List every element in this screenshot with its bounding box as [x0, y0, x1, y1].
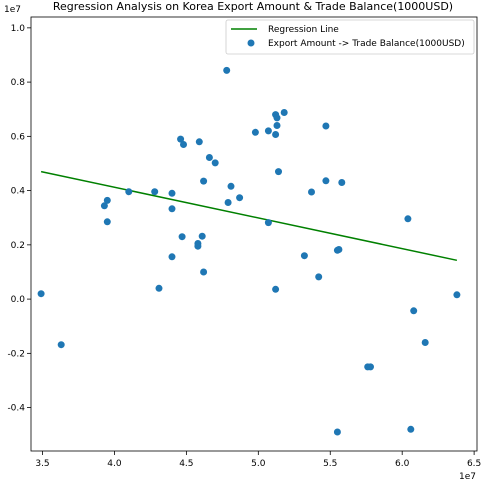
scatter-point-49 [410, 307, 417, 314]
scatter-point-29 [272, 131, 279, 138]
y-axis: -0.4 -0.2 0.0 0.2 0.4 0.6 0.8 1.0 [7, 24, 31, 414]
scatter-point-50 [422, 339, 429, 346]
scatter-point-19 [200, 269, 207, 276]
scatter-point-8 [169, 190, 176, 197]
scatter-point-33 [275, 168, 282, 175]
legend-dot-swatch [248, 40, 255, 47]
scatter-point-28 [265, 219, 272, 226]
x-tick-label: 4.5 [179, 459, 193, 469]
scatter-point-26 [252, 129, 259, 136]
y-tick-label: 0.0 [11, 295, 26, 305]
scatter-point-48 [407, 426, 414, 433]
plot-area-frame [31, 17, 477, 451]
scatter-point-1 [58, 341, 65, 348]
scatter-point-13 [180, 141, 187, 148]
scatter-point-51 [453, 291, 460, 298]
y-tick-label: 0.8 [11, 78, 26, 88]
scatter-point-0 [38, 290, 45, 297]
x-axis: 3.5 4.0 4.5 5.0 5.5 6.0 6.5 [35, 451, 481, 469]
x-tick-label: 4.0 [107, 459, 122, 469]
scatter-point-16 [196, 138, 203, 145]
y-tick-label: 0.4 [11, 187, 26, 197]
scatter-point-25 [236, 194, 243, 201]
scatter-point-18 [200, 178, 207, 185]
scatter-point-10 [169, 253, 176, 260]
scatter-point-32 [274, 122, 281, 129]
regression-line [41, 172, 457, 261]
x-tick-label: 6.5 [467, 459, 481, 469]
scatter-point-36 [301, 252, 308, 259]
scatter-point-3 [104, 197, 111, 204]
scatter-point-39 [322, 123, 329, 130]
scatter-point-38 [315, 273, 322, 280]
scatter-point-37 [308, 189, 315, 196]
scatter-point-35 [281, 109, 288, 116]
x-offset-label: 1e7 [459, 472, 476, 482]
x-tick-label: 5.5 [323, 459, 337, 469]
scatter-point-20 [206, 154, 213, 161]
x-tick-label: 3.5 [35, 459, 49, 469]
scatter-point-17 [199, 233, 206, 240]
scatter-point-24 [228, 183, 235, 190]
scatter-point-4 [104, 218, 111, 225]
scatter-point-47 [404, 215, 411, 222]
scatter-point-21 [212, 159, 219, 166]
scatter-point-5 [125, 188, 132, 195]
scatter-point-23 [225, 199, 232, 206]
scatter-point-9 [169, 205, 176, 212]
chart-title: Regression Analysis on Korea Export Amou… [53, 0, 453, 13]
scatter-point-12 [179, 233, 186, 240]
scatter-point-31 [274, 114, 281, 121]
scatter-point-42 [335, 246, 342, 253]
scatter-point-46 [367, 363, 374, 370]
scatter-point-44 [334, 429, 341, 436]
scatter-point-6 [151, 188, 158, 195]
y-tick-label: 1.0 [11, 24, 26, 34]
scatter-point-43 [338, 179, 345, 186]
scatter-point-40 [322, 177, 329, 184]
legend: Regression Line Export Amount -> Trade B… [226, 20, 474, 54]
scatter-point-22 [223, 67, 230, 74]
x-tick-label: 5.0 [251, 459, 266, 469]
scatter-point-15 [194, 243, 201, 250]
legend-label-regression-line: Regression Line [268, 25, 339, 35]
scatter-point-7 [156, 285, 163, 292]
scatter-point-34 [272, 286, 279, 293]
y-tick-label: -0.2 [7, 349, 25, 359]
y-tick-label: 0.2 [11, 241, 25, 251]
y-tick-label: 0.6 [11, 132, 26, 142]
legend-label-scatter: Export Amount -> Trade Balance(1000USD) [268, 39, 465, 49]
y-tick-label: -0.4 [7, 404, 25, 414]
x-tick-label: 6.0 [395, 459, 410, 469]
y-offset-label: 1e7 [4, 5, 21, 15]
scatter-point-27 [265, 127, 272, 134]
